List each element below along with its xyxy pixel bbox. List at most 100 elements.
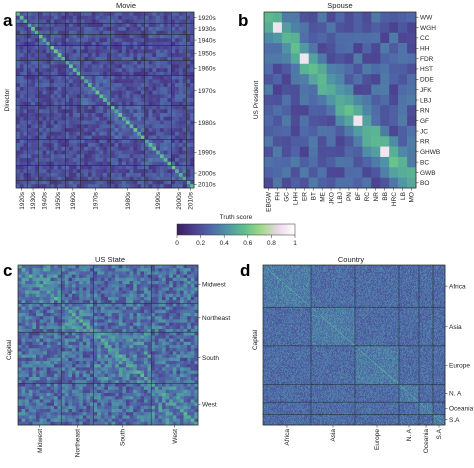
heatmap-cell xyxy=(336,22,345,33)
heatmap-cell xyxy=(43,147,47,151)
row-label: LBJ xyxy=(420,97,431,104)
heatmap-cell xyxy=(65,68,69,72)
heatmap-cell xyxy=(180,303,184,307)
heatmap-cell xyxy=(118,166,122,170)
heatmap-cell xyxy=(371,53,380,64)
heatmap-cell xyxy=(46,106,50,110)
heatmap-cell xyxy=(264,157,273,168)
heatmap-cell xyxy=(145,46,149,50)
heatmap-cell xyxy=(137,91,141,95)
heatmap-cell xyxy=(114,177,118,181)
heatmap-cell xyxy=(389,167,398,178)
heatmap-cell xyxy=(43,342,47,346)
heatmap-cell xyxy=(58,284,62,288)
heatmap-cell xyxy=(149,177,153,181)
heatmap-cell xyxy=(156,34,160,38)
heatmap-cell xyxy=(407,116,416,127)
heatmap-cell xyxy=(186,169,190,173)
heatmap-cell xyxy=(54,271,58,275)
heatmap-cell xyxy=(84,68,88,72)
heatmap-cell xyxy=(107,113,111,117)
heatmap-cell xyxy=(156,109,160,113)
heatmap-cell xyxy=(103,46,107,50)
heatmap-cell xyxy=(107,72,111,76)
heatmap-cell xyxy=(104,319,108,323)
heatmap-cell xyxy=(107,102,111,106)
heatmap-cell xyxy=(92,132,96,136)
heatmap-cell xyxy=(126,294,130,298)
heatmap-cell xyxy=(96,154,100,158)
heatmap-cell xyxy=(72,278,76,282)
heatmap-cell xyxy=(336,95,345,106)
heatmap-cell xyxy=(122,87,126,91)
heatmap-cell xyxy=(186,173,190,177)
heatmap-cell xyxy=(29,342,33,346)
heatmap-cell xyxy=(97,307,101,311)
heatmap-cell xyxy=(175,181,179,185)
heatmap-cell xyxy=(130,38,134,42)
heatmap-cell xyxy=(183,136,187,140)
heatmap-cell xyxy=(76,332,80,336)
heatmap-cell xyxy=(61,143,65,147)
heatmap-cell xyxy=(191,294,195,298)
heatmap-cell xyxy=(114,121,118,125)
heatmap-cell xyxy=(186,79,190,83)
heatmap-cell xyxy=(24,106,28,110)
heatmap-cell xyxy=(84,169,88,173)
heatmap-cell xyxy=(84,12,88,16)
heatmap-cell xyxy=(160,106,164,110)
heatmap-cell xyxy=(119,313,123,317)
heatmap-cell xyxy=(167,72,171,76)
heatmap-cell xyxy=(184,339,188,343)
heatmap-cell xyxy=(73,31,77,35)
heatmap-cell xyxy=(65,83,69,87)
heatmap-cell xyxy=(353,12,362,23)
heatmap-cell xyxy=(35,109,39,113)
heatmap-cell xyxy=(73,27,77,31)
heatmap-cell xyxy=(94,335,98,339)
heatmap-cell xyxy=(40,265,44,269)
heatmap-cell xyxy=(145,91,149,95)
heatmap-cell xyxy=(160,109,164,113)
heatmap-cell xyxy=(32,294,36,298)
heatmap-cell xyxy=(111,34,115,38)
heatmap-cell xyxy=(43,291,47,295)
heatmap-cell xyxy=(99,79,103,83)
heatmap-cell xyxy=(158,323,162,327)
col-label: LB xyxy=(400,192,407,200)
heatmap-cell xyxy=(164,87,168,91)
row-label: JC xyxy=(420,128,428,135)
heatmap-cell xyxy=(300,12,309,23)
heatmap-cell xyxy=(73,79,77,83)
heatmap-cell xyxy=(155,319,159,323)
heatmap-cell xyxy=(108,319,112,323)
heatmap-cell xyxy=(114,38,118,42)
heatmap-cell xyxy=(35,12,39,16)
heatmap-cell xyxy=(18,319,22,323)
heatmap-cell xyxy=(73,177,77,181)
heatmap-cell xyxy=(167,106,171,110)
heatmap-cell xyxy=(65,42,69,46)
heatmap-cell xyxy=(54,268,58,272)
heatmap-cell xyxy=(149,68,153,72)
heatmap-cell xyxy=(167,98,171,102)
heatmap-cell xyxy=(111,49,115,53)
heatmap-cell xyxy=(99,46,103,50)
heatmap-cell xyxy=(122,147,126,151)
heatmap-cell xyxy=(79,275,83,279)
heatmap-cell xyxy=(155,326,159,330)
heatmap-cell xyxy=(353,33,362,44)
heatmap-cell xyxy=(29,284,33,288)
heatmap-cell xyxy=(122,64,126,68)
heatmap-cell xyxy=(103,147,107,151)
heatmap-cell xyxy=(126,177,130,181)
heatmap-cell xyxy=(149,166,153,170)
heatmap-cell xyxy=(130,72,134,76)
heatmap-cell xyxy=(176,287,180,291)
heatmap-cell xyxy=(58,38,62,42)
heatmap-cell xyxy=(107,181,111,185)
heatmap-cell xyxy=(61,271,65,275)
heatmap-cell xyxy=(43,53,47,57)
heatmap-cell xyxy=(43,313,47,317)
heatmap-cell xyxy=(20,154,24,158)
